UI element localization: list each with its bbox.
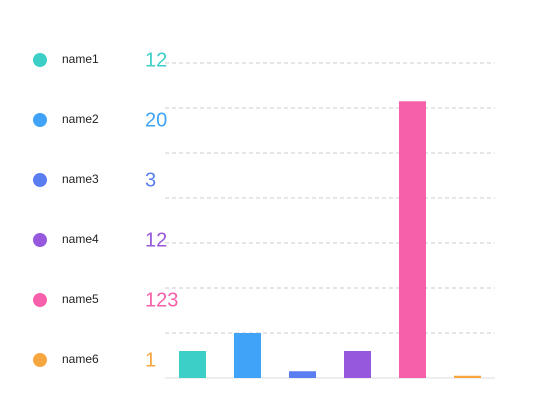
legend-dot xyxy=(33,113,47,127)
legend-label: name1 xyxy=(62,52,99,66)
legend-dot xyxy=(33,353,47,367)
bar xyxy=(179,351,206,378)
value-label: 12 xyxy=(145,229,167,251)
value-label: 20 xyxy=(145,109,167,131)
legend-label: name4 xyxy=(62,232,99,246)
legend-label: name3 xyxy=(62,172,99,186)
legend-label: name6 xyxy=(62,352,99,366)
legend-dot xyxy=(33,53,47,67)
value-label: 12 xyxy=(145,49,167,71)
legend-label: name2 xyxy=(62,112,99,126)
value-label: 3 xyxy=(145,169,156,191)
bar xyxy=(344,351,371,378)
bar xyxy=(289,371,316,378)
value-label: 1 xyxy=(145,349,156,371)
bar xyxy=(454,375,481,378)
legend-label: name5 xyxy=(62,292,99,306)
legend-dot xyxy=(33,293,47,307)
bar xyxy=(399,101,426,378)
legend-dot xyxy=(33,173,47,187)
bar xyxy=(234,333,261,378)
value-label: 123 xyxy=(145,289,178,311)
legend-dot xyxy=(33,233,47,247)
